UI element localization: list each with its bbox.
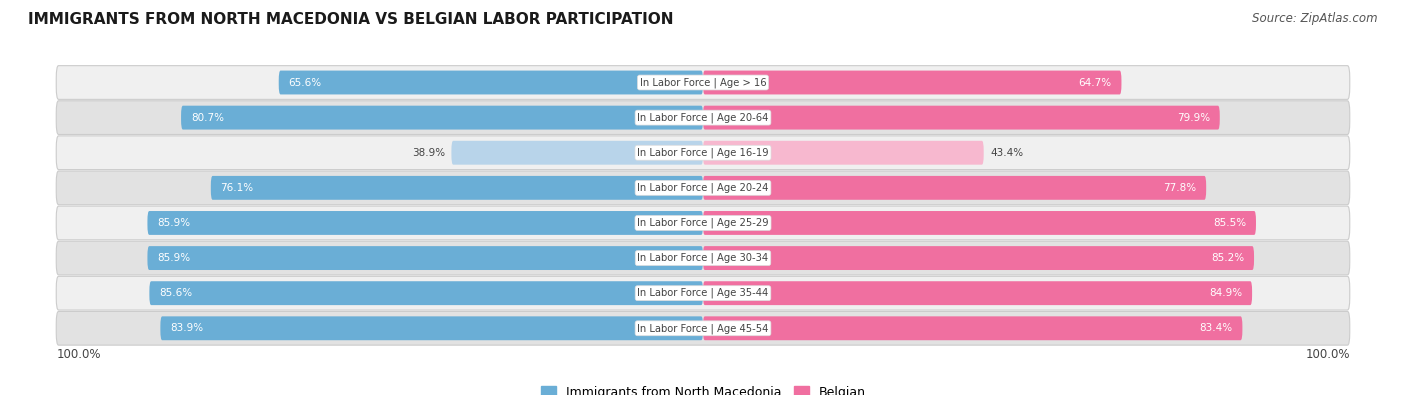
Text: Source: ZipAtlas.com: Source: ZipAtlas.com: [1253, 12, 1378, 25]
FancyBboxPatch shape: [211, 176, 703, 200]
Text: 83.4%: 83.4%: [1199, 323, 1233, 333]
FancyBboxPatch shape: [160, 316, 703, 340]
FancyBboxPatch shape: [56, 66, 1350, 100]
FancyBboxPatch shape: [703, 176, 1206, 200]
FancyBboxPatch shape: [703, 316, 1243, 340]
FancyBboxPatch shape: [703, 71, 1122, 94]
Text: In Labor Force | Age 25-29: In Labor Force | Age 25-29: [637, 218, 769, 228]
FancyBboxPatch shape: [703, 211, 1256, 235]
FancyBboxPatch shape: [56, 276, 1350, 310]
Text: IMMIGRANTS FROM NORTH MACEDONIA VS BELGIAN LABOR PARTICIPATION: IMMIGRANTS FROM NORTH MACEDONIA VS BELGI…: [28, 12, 673, 27]
Text: 64.7%: 64.7%: [1078, 77, 1112, 88]
FancyBboxPatch shape: [149, 281, 703, 305]
FancyBboxPatch shape: [451, 141, 703, 165]
Text: 79.9%: 79.9%: [1177, 113, 1211, 122]
FancyBboxPatch shape: [148, 211, 703, 235]
Text: In Labor Force | Age > 16: In Labor Force | Age > 16: [640, 77, 766, 88]
Text: 83.9%: 83.9%: [170, 323, 204, 333]
Text: 43.4%: 43.4%: [990, 148, 1024, 158]
Text: 80.7%: 80.7%: [191, 113, 224, 122]
Text: In Labor Force | Age 20-64: In Labor Force | Age 20-64: [637, 112, 769, 123]
FancyBboxPatch shape: [56, 171, 1350, 205]
FancyBboxPatch shape: [703, 141, 984, 165]
FancyBboxPatch shape: [56, 241, 1350, 275]
FancyBboxPatch shape: [181, 106, 703, 130]
Text: In Labor Force | Age 30-34: In Labor Force | Age 30-34: [637, 253, 769, 263]
FancyBboxPatch shape: [56, 136, 1350, 169]
Text: 85.5%: 85.5%: [1213, 218, 1246, 228]
Text: In Labor Force | Age 16-19: In Labor Force | Age 16-19: [637, 147, 769, 158]
FancyBboxPatch shape: [703, 106, 1220, 130]
FancyBboxPatch shape: [56, 206, 1350, 240]
FancyBboxPatch shape: [703, 281, 1253, 305]
FancyBboxPatch shape: [278, 71, 703, 94]
Text: 38.9%: 38.9%: [412, 148, 444, 158]
Text: 100.0%: 100.0%: [1305, 348, 1350, 361]
Text: In Labor Force | Age 45-54: In Labor Force | Age 45-54: [637, 323, 769, 333]
Legend: Immigrants from North Macedonia, Belgian: Immigrants from North Macedonia, Belgian: [536, 381, 870, 395]
Text: 100.0%: 100.0%: [56, 348, 101, 361]
Text: 85.2%: 85.2%: [1211, 253, 1244, 263]
FancyBboxPatch shape: [703, 246, 1254, 270]
Text: In Labor Force | Age 35-44: In Labor Force | Age 35-44: [637, 288, 769, 299]
FancyBboxPatch shape: [148, 246, 703, 270]
Text: 65.6%: 65.6%: [288, 77, 322, 88]
Text: 85.6%: 85.6%: [159, 288, 193, 298]
Text: 76.1%: 76.1%: [221, 183, 253, 193]
Text: In Labor Force | Age 20-24: In Labor Force | Age 20-24: [637, 182, 769, 193]
FancyBboxPatch shape: [56, 101, 1350, 134]
Text: 85.9%: 85.9%: [157, 218, 190, 228]
FancyBboxPatch shape: [56, 311, 1350, 345]
Text: 77.8%: 77.8%: [1163, 183, 1197, 193]
Text: 85.9%: 85.9%: [157, 253, 190, 263]
Text: 84.9%: 84.9%: [1209, 288, 1243, 298]
